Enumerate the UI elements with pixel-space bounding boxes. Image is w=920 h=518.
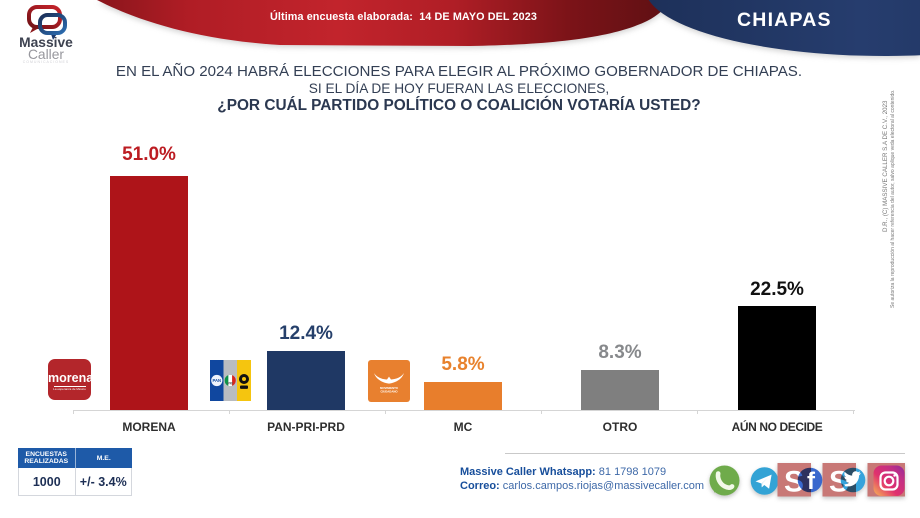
svg-text:MOVIMIENTO: MOVIMIENTO xyxy=(380,386,399,390)
svg-text:S: S xyxy=(784,466,804,499)
svg-text:PRI: PRI xyxy=(228,382,233,386)
svg-text:f: f xyxy=(807,468,816,495)
svg-text:PAN: PAN xyxy=(213,378,222,383)
svg-text:CIUDADANO: CIUDADANO xyxy=(380,390,398,394)
